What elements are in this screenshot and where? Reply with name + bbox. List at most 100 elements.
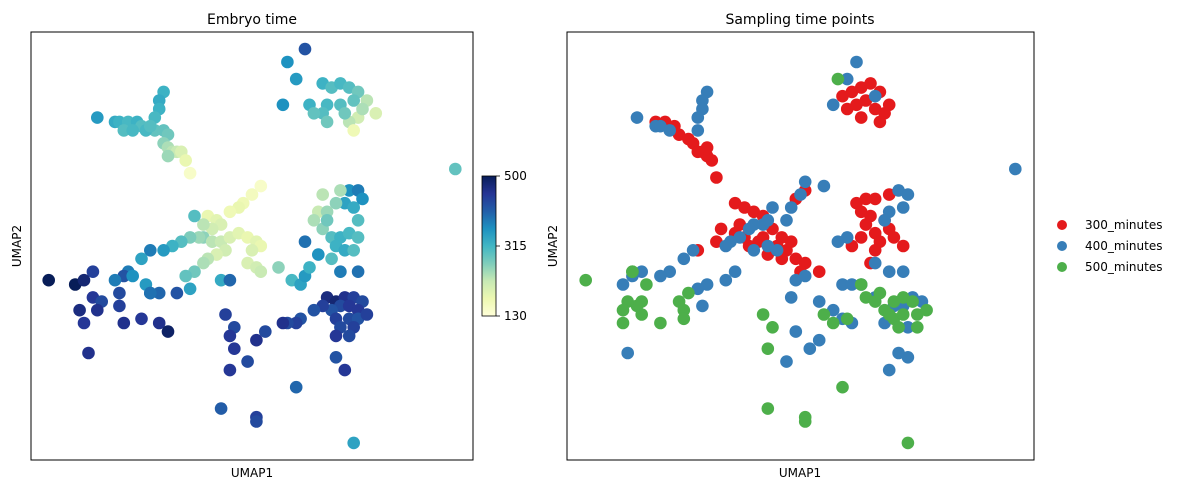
embryo-time-point (86, 265, 100, 279)
embryo-time-point (117, 316, 131, 330)
point-400-minutes (691, 111, 705, 124)
embryo-time-point (254, 265, 268, 279)
point-400-minutes (686, 244, 700, 257)
embryo-time-point (259, 325, 272, 338)
colorbar-tick-label-min: 130 (504, 309, 527, 323)
point-300-minutes (700, 141, 714, 154)
embryo-time-point (298, 42, 312, 56)
point-500-minutes (616, 303, 630, 317)
point-400-minutes (728, 265, 742, 279)
point-300-minutes (710, 171, 723, 184)
point-400-minutes (840, 72, 854, 86)
point-500-minutes (826, 316, 840, 330)
point-400-minutes (766, 201, 779, 214)
embryo-time-plot-frame (30, 31, 474, 461)
sampling-xlabel: UMAP1 (779, 466, 821, 480)
embryo-time-point (369, 107, 383, 120)
embryo-time-ylabel: UMAP2 (10, 225, 24, 267)
embryo-time-point (342, 184, 356, 197)
point-400-minutes (896, 201, 910, 214)
embryo-time-point (228, 342, 241, 356)
point-400-minutes (747, 244, 761, 257)
point-500-minutes (761, 342, 775, 356)
point-400-minutes (719, 273, 733, 287)
embryo-time-point (179, 269, 192, 283)
point-500-minutes (579, 273, 592, 287)
point-500-minutes (892, 321, 905, 334)
legend: 300_minutes 400_minutes 500_minutes (1057, 218, 1162, 274)
embryo-time-point (250, 333, 263, 347)
point-400-minutes (677, 252, 691, 266)
embryo-time-point (320, 214, 334, 227)
embryo-time-point (329, 351, 343, 364)
embryo-time-point (449, 162, 462, 176)
embryo-time-point (214, 273, 228, 287)
point-400-minutes (882, 363, 896, 377)
embryo-time-point (108, 273, 122, 287)
point-500-minutes (901, 436, 915, 450)
point-400-minutes (789, 273, 803, 287)
point-300-minutes (728, 196, 742, 210)
point-400-minutes (901, 188, 915, 201)
point-400-minutes (817, 179, 831, 193)
point-400-minutes (845, 278, 859, 291)
legend-label-400-minutes: 400_minutes (1085, 239, 1162, 253)
point-500-minutes (635, 308, 648, 321)
embryo-time-point (307, 214, 321, 227)
embryo-time-point (214, 402, 228, 415)
point-300-minutes (868, 192, 882, 206)
point-400-minutes (794, 188, 807, 201)
point-400-minutes (836, 278, 849, 291)
legend-marker-300-minutes (1057, 220, 1067, 230)
sampling-ylabel: UMAP2 (546, 225, 560, 267)
embryo-time-point (241, 355, 254, 368)
embryo-time-point (77, 273, 91, 287)
point-300-minutes (882, 188, 896, 201)
embryo-time-point (334, 265, 347, 279)
point-400-minutes (798, 269, 812, 283)
embryo-time-xlabel: UMAP1 (231, 466, 273, 480)
point-400-minutes (1009, 162, 1022, 176)
embryo-time-point (356, 102, 369, 116)
embryo-time-point (289, 72, 303, 86)
embryo-time-point (351, 214, 365, 227)
point-500-minutes (906, 295, 919, 308)
embryo-time-point (113, 299, 126, 313)
legend-marker-500-minutes (1057, 262, 1067, 272)
point-400-minutes (761, 214, 775, 227)
point-300-minutes (868, 102, 882, 116)
embryo-time-point (205, 235, 219, 248)
embryo-time-point (276, 316, 290, 330)
point-400-minutes (784, 201, 798, 214)
embryo-time-point (347, 201, 361, 214)
embryo-time-point (223, 329, 237, 343)
legend-marker-400-minutes (1057, 241, 1067, 251)
point-500-minutes (677, 312, 691, 326)
embryo-time-point (356, 192, 369, 206)
embryo-time-point (223, 205, 237, 219)
embryo-time-point (126, 124, 139, 137)
embryo-time-point (77, 316, 91, 330)
point-400-minutes (663, 124, 676, 137)
legend-label-300-minutes: 300_minutes (1085, 218, 1162, 232)
embryo-time-point (144, 119, 157, 133)
point-300-minutes (887, 231, 901, 244)
point-400-minutes (691, 282, 705, 296)
point-500-minutes (873, 286, 887, 300)
embryo-time-point (307, 107, 321, 120)
embryo-time-point (91, 111, 104, 124)
point-400-minutes (742, 222, 756, 236)
point-400-minutes (630, 111, 644, 124)
embryo-time-point (135, 312, 148, 326)
point-300-minutes (859, 192, 873, 206)
point-400-minutes (892, 346, 905, 360)
colorbar (481, 175, 497, 317)
embryo-time-point (161, 149, 175, 163)
embryo-time-points-layer (42, 42, 462, 450)
embryo-time-point (183, 282, 197, 296)
embryo-time-point (183, 166, 197, 180)
point-300-minutes (850, 98, 863, 112)
embryo-time-point (342, 329, 356, 343)
point-300-minutes (864, 77, 877, 90)
embryo-time-point (170, 286, 184, 300)
